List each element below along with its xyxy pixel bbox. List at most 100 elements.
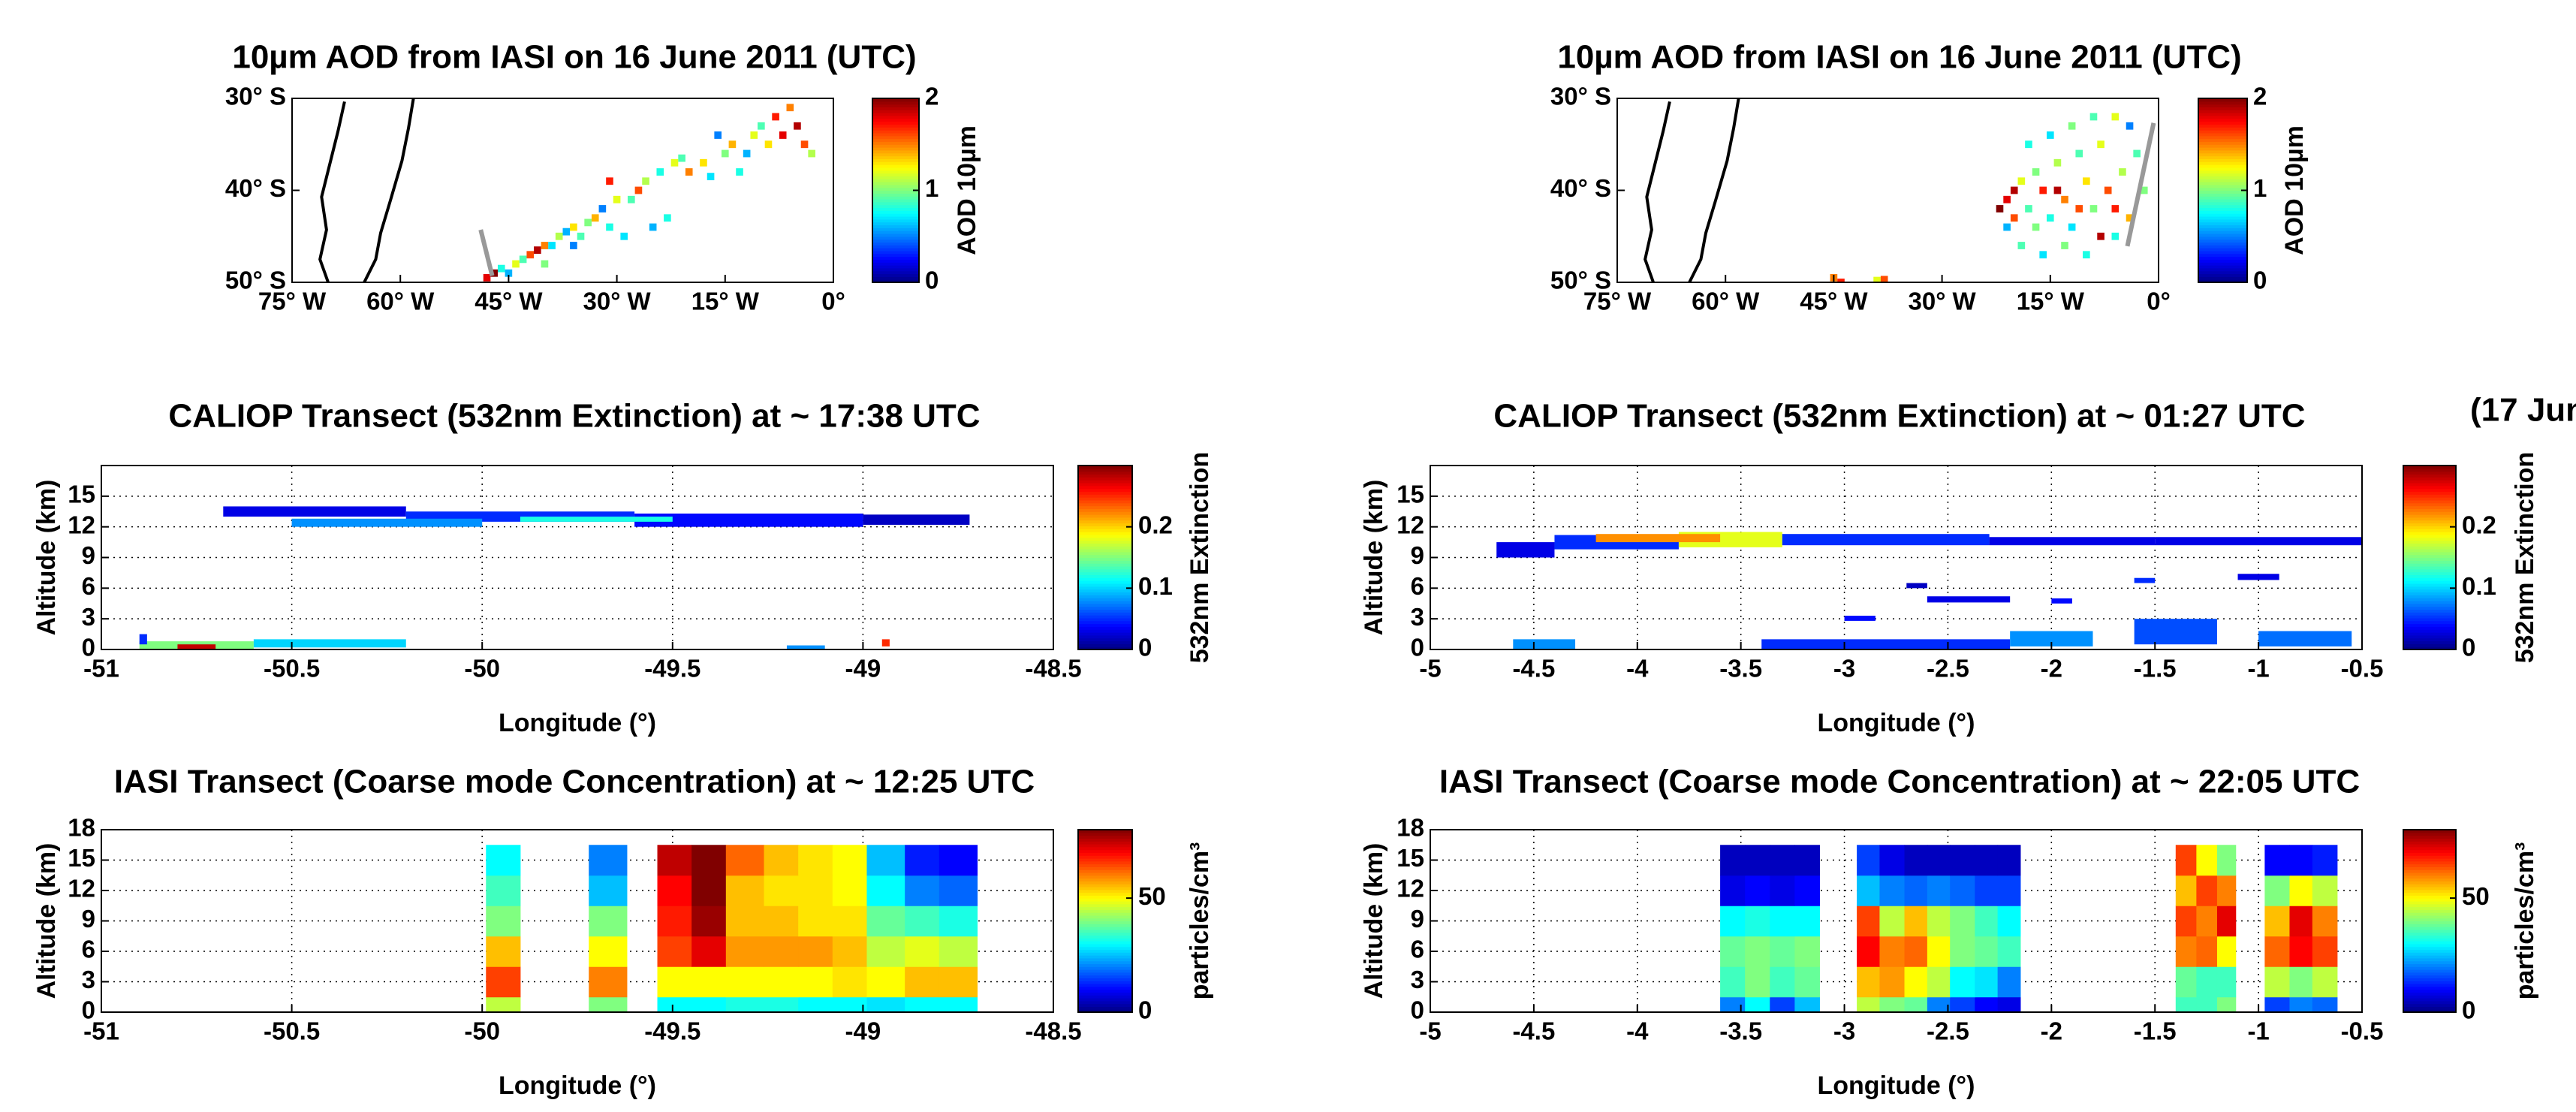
concentration-cell bbox=[905, 936, 940, 967]
colorbar-tick-label: 0.2 bbox=[2462, 511, 2496, 538]
colorbar-slice bbox=[2403, 534, 2456, 538]
colorbar-slice bbox=[872, 262, 919, 266]
colorbar-tick-label: 0 bbox=[2253, 267, 2267, 294]
concentration-cell bbox=[1950, 936, 1975, 967]
concentration-cell bbox=[1794, 936, 1820, 967]
extinction-cell bbox=[1989, 537, 2156, 546]
colorbar-slice bbox=[2403, 912, 2456, 916]
colorbar-slice bbox=[2198, 98, 2247, 102]
concentration-cell bbox=[939, 966, 978, 998]
colorbar-slice bbox=[2403, 485, 2456, 490]
colorbar-slice bbox=[2198, 190, 2247, 194]
colorbar-slice bbox=[2403, 499, 2456, 504]
concentration-cell bbox=[486, 966, 521, 998]
colorbar-slice bbox=[2198, 132, 2247, 137]
colorbar-slice bbox=[1078, 915, 1132, 919]
colorbar-slice bbox=[2403, 477, 2456, 481]
colorbar-slice bbox=[1078, 546, 1132, 550]
colorbar-slice bbox=[2403, 932, 2456, 936]
colorbar-slice bbox=[1078, 529, 1132, 532]
aod-pixel bbox=[2032, 223, 2040, 231]
colorbar-frame bbox=[1077, 465, 1133, 650]
concentration-cell bbox=[1770, 936, 1795, 967]
colorbar-slice bbox=[2198, 228, 2247, 231]
x-tick-label: -50 bbox=[464, 1017, 500, 1045]
aod-pixel bbox=[750, 131, 758, 139]
aod-pixel bbox=[786, 104, 794, 112]
y-tick-label: 40° S bbox=[1550, 174, 1611, 202]
colorbar-slice bbox=[2198, 152, 2247, 157]
concentration-cell bbox=[1794, 996, 1820, 1012]
x-tick-label: -50 bbox=[464, 655, 500, 683]
colorbar-slice bbox=[1078, 592, 1132, 595]
colorbar-slice bbox=[1078, 835, 1132, 839]
plot-frame bbox=[291, 98, 834, 283]
colorbar-slice bbox=[1078, 866, 1132, 870]
colorbar-slice bbox=[2403, 855, 2456, 859]
x-tick-label: 45° W bbox=[1800, 288, 1868, 315]
concentration-cell bbox=[1770, 906, 1795, 937]
colorbar-slice bbox=[1078, 957, 1132, 962]
aod-pixel bbox=[656, 168, 664, 176]
colorbar-slice bbox=[1078, 482, 1132, 487]
concentration-cell bbox=[832, 875, 867, 906]
colorbar-slice bbox=[1078, 600, 1132, 604]
colorbar-tick-label: 0 bbox=[2462, 996, 2475, 1024]
colorbar-slice bbox=[1078, 884, 1132, 887]
extinction-cell bbox=[1906, 583, 1927, 589]
x-tick-label: -2.5 bbox=[1927, 1017, 1969, 1045]
colorbar-slice bbox=[1078, 1006, 1132, 1010]
colorbar-slice bbox=[872, 115, 919, 119]
colorbar-slice bbox=[1078, 565, 1132, 570]
concentration-cell bbox=[764, 936, 799, 967]
colorbar-slice bbox=[2403, 981, 2456, 984]
colorbar-slice bbox=[2198, 144, 2247, 148]
colorbar-slice bbox=[1078, 838, 1132, 842]
concentration-cell bbox=[832, 845, 867, 876]
concentration-cell bbox=[1975, 845, 1999, 876]
colorbar-slice bbox=[2198, 250, 2247, 255]
colorbar-slice bbox=[1078, 534, 1132, 538]
concentration-cell bbox=[1950, 875, 1975, 906]
x-axis-label: Longitude (°) bbox=[499, 1071, 656, 1100]
x-tick-label: -3 bbox=[1833, 655, 1855, 683]
aod-pixel bbox=[519, 255, 527, 264]
extinction-cell bbox=[2134, 577, 2156, 583]
plot-area bbox=[1644, 98, 2156, 282]
colorbar-slice bbox=[2198, 215, 2247, 220]
x-tick-label: 75° W bbox=[1583, 288, 1652, 315]
concentration-cell bbox=[486, 845, 521, 876]
concentration-cell bbox=[657, 936, 692, 967]
colorbar-slice bbox=[1078, 906, 1132, 910]
colorbar-slice bbox=[2198, 231, 2247, 234]
concentration-cell bbox=[2289, 966, 2313, 998]
aod-pixel bbox=[2126, 122, 2134, 130]
colorbar-slice bbox=[2403, 480, 2456, 484]
colorbar-slice bbox=[2403, 969, 2456, 973]
concentration-cell bbox=[2196, 875, 2218, 906]
concentration-cell bbox=[1927, 906, 1951, 937]
concentration-cell bbox=[832, 936, 867, 967]
colorbar-slice bbox=[2403, 938, 2456, 942]
colorbar-slice bbox=[2403, 838, 2456, 842]
y-tick-label: 15 bbox=[1396, 481, 1424, 508]
x-tick-label: -0.5 bbox=[2341, 1017, 2384, 1045]
aod-pixel bbox=[2053, 158, 2062, 167]
concentration-cell bbox=[486, 996, 521, 1012]
y-tick-label: 30° S bbox=[225, 83, 286, 110]
colorbar-slice bbox=[1078, 972, 1132, 976]
colorbar-slice bbox=[1078, 966, 1132, 970]
concentration-cell bbox=[1975, 875, 1999, 906]
aod-pixel bbox=[606, 223, 613, 231]
colorbar-label: particles/cm³ bbox=[2511, 842, 2539, 1000]
colorbar-slice bbox=[1078, 488, 1132, 493]
extinction-cell bbox=[634, 513, 863, 527]
extinction-cell bbox=[177, 644, 216, 649]
aod-pixel bbox=[2025, 140, 2032, 149]
aod-pixel bbox=[2089, 113, 2098, 121]
concentration-cell bbox=[1927, 875, 1951, 906]
concentration-cell bbox=[2196, 966, 2218, 998]
colorbar-slice bbox=[2403, 878, 2456, 881]
colorbar-slice bbox=[2403, 502, 2456, 507]
panel-title: CALIOP Transect (532nm Extinction) at ~ … bbox=[168, 398, 980, 435]
